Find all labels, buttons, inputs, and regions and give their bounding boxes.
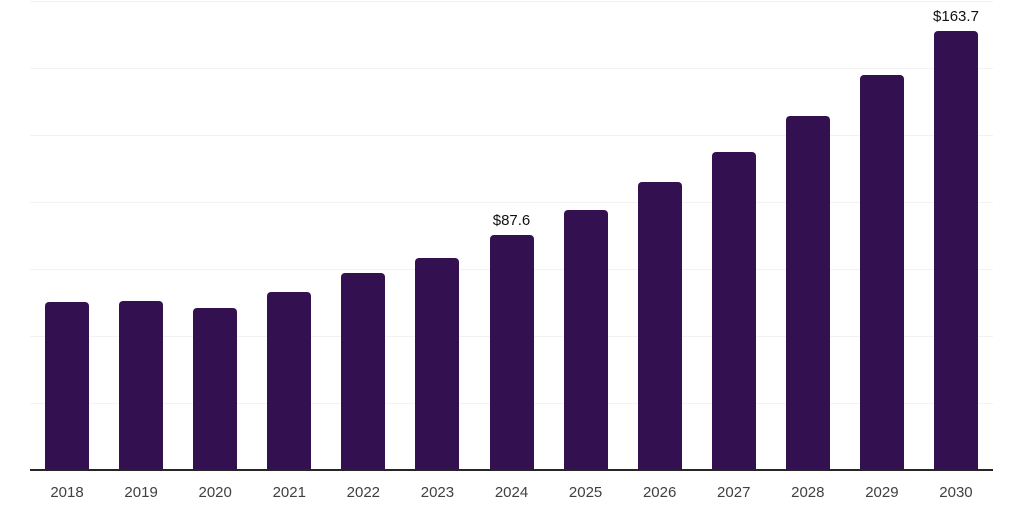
gridline: [30, 202, 993, 203]
bar: [711, 152, 756, 470]
bar: [119, 301, 164, 470]
bar-series: $87.6 $163.7: [30, 0, 993, 470]
plot-area: $87.6 $163.7: [30, 0, 993, 470]
x-axis-tick-labels: 2018 2019 2020 2021 2022 2023 2024 2025 2026 2027…: [30, 485, 993, 500]
x-tick-label: 2025: [568, 484, 603, 501]
x-tick-label: 2022: [346, 484, 381, 501]
bar-value-label: $87.6: [492, 212, 531, 229]
x-axis-line: [30, 469, 993, 471]
bar-band: [771, 0, 845, 470]
x-tick-label: 2029: [865, 484, 899, 501]
bar: [563, 210, 608, 470]
bar-band: [845, 0, 919, 470]
bar-band: [326, 0, 400, 470]
bar-band: [178, 0, 252, 470]
bar: [267, 292, 312, 470]
x-tick-label: 2021: [272, 484, 306, 501]
gridline: [30, 68, 993, 69]
bar: [193, 308, 238, 470]
bar-band: [104, 0, 178, 470]
x-tick-label: 2030: [939, 484, 973, 501]
bar: [785, 116, 830, 470]
bar-band: [549, 0, 623, 470]
bar: [45, 302, 90, 470]
bar: [489, 235, 534, 470]
bar: [859, 75, 904, 470]
bar-band: $163.7: [919, 0, 993, 470]
bar-band: [252, 0, 326, 470]
bar-band: [697, 0, 771, 470]
x-tick-label: 2024: [494, 484, 529, 501]
x-tick-label: 2023: [420, 484, 455, 501]
x-tick-label: 2028: [791, 484, 825, 501]
bar: [415, 258, 460, 470]
bar: [637, 182, 682, 470]
bar-value-label: $163.7: [933, 8, 979, 25]
x-tick-label: 2020: [198, 484, 232, 501]
bar-band: $87.6: [474, 0, 548, 470]
bar-band: [30, 0, 104, 470]
bar: [341, 273, 386, 470]
gridline: [30, 135, 993, 136]
x-tick-label: 2027: [717, 484, 751, 501]
gridline: [30, 1, 993, 2]
bar-band: [400, 0, 474, 470]
bar-band: [623, 0, 697, 470]
bar: [933, 31, 978, 470]
x-tick-label: 2019: [124, 484, 158, 501]
x-tick-label: 2026: [642, 484, 677, 501]
x-tick-label: 2018: [50, 484, 84, 501]
